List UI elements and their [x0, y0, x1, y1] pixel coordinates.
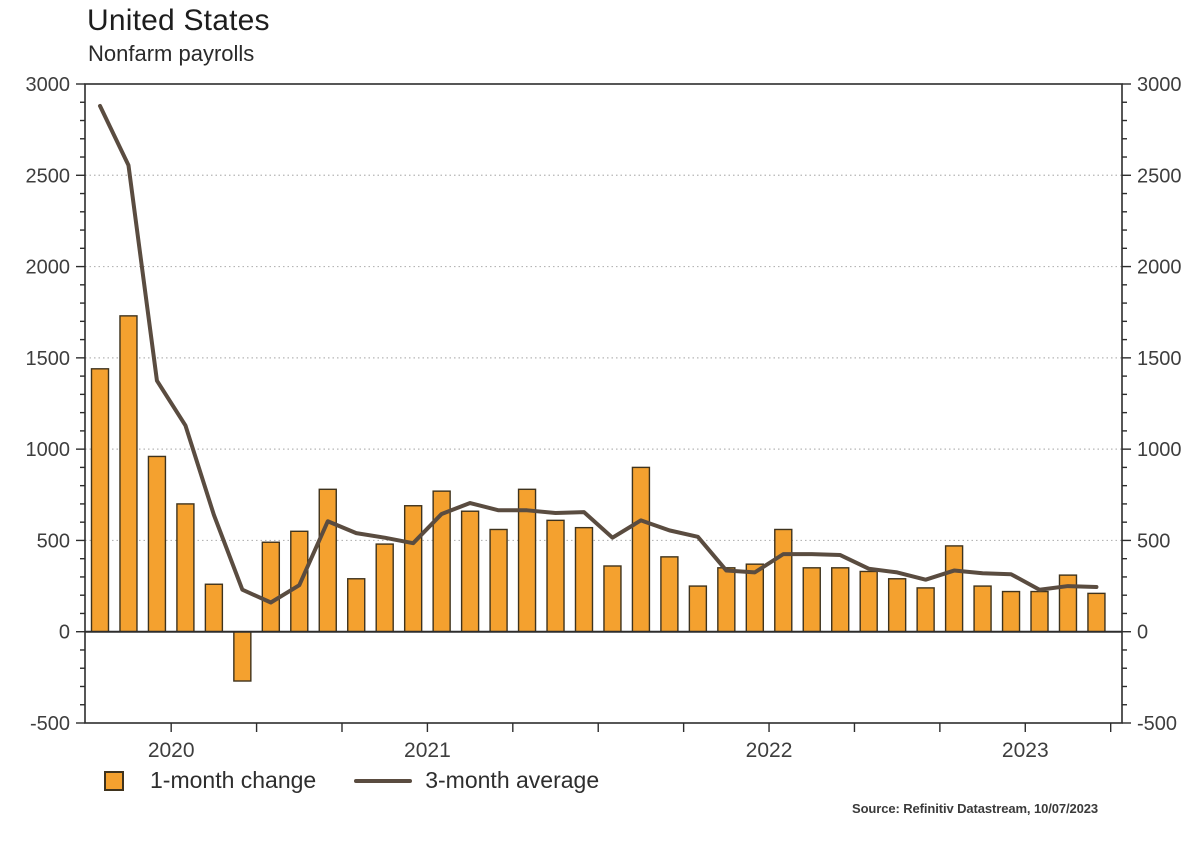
chart-title: United States	[87, 4, 270, 37]
bar-Feb-2023	[973, 585, 992, 633]
bar-Dec-2020	[233, 631, 252, 682]
bar-Mar-2022	[660, 556, 679, 633]
bar-Apr-2022	[688, 585, 708, 633]
y-axis-label-left: 2500	[26, 165, 71, 187]
x-axis-year-label-2021: 2021	[404, 739, 451, 762]
bar-Aug-2021	[460, 510, 480, 633]
bar-Apr-2021	[347, 578, 366, 633]
bar-Aug-2022	[802, 567, 821, 633]
x-axis-year-label-2020: 2020	[148, 739, 195, 762]
bar-Apr-2023	[1030, 590, 1049, 633]
bar-Jun-2021	[403, 505, 423, 633]
bar-Jun-2023	[1087, 592, 1106, 633]
bar-Nov-2020	[204, 583, 224, 633]
y-axis-label-right: 3000	[1137, 74, 1182, 96]
bar-May-2021	[375, 543, 394, 633]
chart-subtitle: Nonfarm payrolls	[88, 41, 255, 66]
bar-Feb-2022	[631, 466, 651, 633]
plot-border	[84, 83, 1123, 724]
bar-Oct-2020	[176, 503, 195, 633]
bar-Nov-2022	[887, 578, 907, 633]
bar-Jan-2022	[603, 565, 622, 633]
y-axis-label-left: 0	[59, 622, 70, 644]
bar-Mar-2021	[318, 488, 337, 633]
legend-bar-swatch	[104, 770, 124, 791]
x-axis-year-label-2022: 2022	[746, 739, 793, 762]
y-axis-label-right: 1000	[1137, 439, 1182, 461]
bar-Sep-2021	[489, 528, 508, 633]
y-axis-label-left: 500	[37, 530, 70, 552]
legend: 1-month change 3-month average	[104, 767, 599, 794]
bar-Dec-2021	[574, 526, 594, 633]
bar-May-2023	[1058, 574, 1078, 633]
bar-Jan-2023	[944, 545, 964, 633]
bar-Mar-2023	[1001, 590, 1021, 633]
legend-line-swatch	[354, 778, 413, 783]
y-axis-label-left: 3000	[26, 74, 71, 96]
bar-May-2022	[717, 567, 736, 633]
y-axis-label-left: 1000	[26, 439, 71, 461]
bar-Sep-2022	[831, 567, 850, 633]
y-axis-label-right: 1500	[1137, 348, 1182, 370]
bar-Jul-2022	[774, 528, 793, 633]
bar-Sep-2020	[147, 455, 167, 633]
bar-Aug-2020	[119, 315, 138, 633]
y-axis-label-left: -500	[30, 713, 70, 735]
legend-bar-label: 1-month change	[150, 767, 317, 793]
bar-Jan-2021	[261, 541, 281, 633]
bar-Jul-2020	[90, 368, 110, 633]
source-text: Source: Refinitiv Datastream, 10/07/2023	[852, 801, 1099, 816]
legend-line-label: 3-month average	[425, 767, 600, 793]
bar-Dec-2022	[916, 587, 935, 633]
y-axis-label-left: 2000	[26, 257, 71, 279]
y-axis-label-right: 0	[1137, 622, 1148, 644]
y-axis-label-right: 500	[1137, 530, 1170, 552]
y-axis-label-right: -500	[1137, 713, 1177, 735]
y-axis-label-left: 1500	[26, 348, 71, 370]
x-axis-year-label-2023: 2023	[1002, 739, 1049, 762]
three-month-average-line	[98, 103, 1099, 605]
bar-Nov-2021	[546, 519, 565, 633]
y-axis-label-right: 2500	[1137, 165, 1182, 187]
y-axis-label-right: 2000	[1137, 257, 1182, 279]
bar-Oct-2022	[859, 570, 878, 633]
